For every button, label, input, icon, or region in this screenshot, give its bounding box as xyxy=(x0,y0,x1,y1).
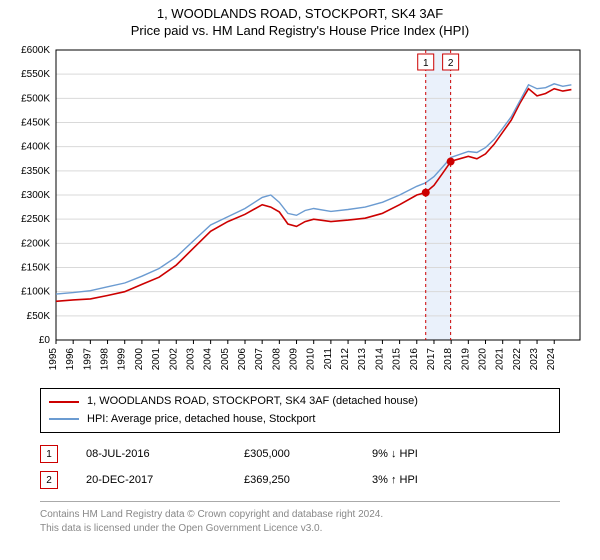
svg-text:2022: 2022 xyxy=(512,348,523,371)
svg-text:2005: 2005 xyxy=(220,348,231,371)
legend-label-property: 1, WOODLANDS ROAD, STOCKPORT, SK4 3AF (d… xyxy=(87,393,418,411)
svg-text:£250K: £250K xyxy=(21,214,50,225)
svg-text:2000: 2000 xyxy=(134,348,145,371)
sale-row-1: 1 08-JUL-2016 £305,000 9% ↓ HPI xyxy=(40,441,560,467)
svg-text:2004: 2004 xyxy=(203,348,214,371)
svg-text:1: 1 xyxy=(423,58,429,69)
svg-text:£550K: £550K xyxy=(21,69,50,80)
svg-text:2007: 2007 xyxy=(254,348,265,371)
svg-text:2018: 2018 xyxy=(443,348,454,371)
sale-price-2: £369,250 xyxy=(244,474,344,486)
svg-text:2: 2 xyxy=(448,58,454,69)
legend: 1, WOODLANDS ROAD, STOCKPORT, SK4 3AF (d… xyxy=(40,388,560,433)
legend-swatch-property xyxy=(49,401,79,403)
svg-text:2002: 2002 xyxy=(168,348,179,371)
svg-text:£200K: £200K xyxy=(21,238,50,249)
footer-line1: Contains HM Land Registry data © Crown c… xyxy=(40,508,560,522)
svg-text:1998: 1998 xyxy=(100,348,111,371)
svg-text:2021: 2021 xyxy=(495,348,506,371)
title-block: 1, WOODLANDS ROAD, STOCKPORT, SK4 3AF Pr… xyxy=(0,0,600,38)
sale-price-1: £305,000 xyxy=(244,448,344,460)
svg-text:£500K: £500K xyxy=(21,93,50,104)
svg-text:2003: 2003 xyxy=(185,348,196,371)
svg-text:2010: 2010 xyxy=(306,348,317,371)
sale-marker-2: 2 xyxy=(40,471,58,489)
svg-text:1999: 1999 xyxy=(117,348,128,371)
sales-table: 1 08-JUL-2016 £305,000 9% ↓ HPI 2 20-DEC… xyxy=(40,441,560,493)
svg-text:£0: £0 xyxy=(39,335,51,346)
svg-text:2001: 2001 xyxy=(151,348,162,371)
line-chart-svg: £0 £50K £100K £150K £200K £250K £300K £350K £400… xyxy=(10,44,590,384)
sale-marker-1: 1 xyxy=(40,445,58,463)
svg-text:£50K: £50K xyxy=(27,311,51,322)
title-address: 1, WOODLANDS ROAD, STOCKPORT, SK4 3AF xyxy=(0,6,600,21)
title-subtitle: Price paid vs. HM Land Registry's House … xyxy=(0,23,600,38)
sale-diff-1: 9% ↓ HPI xyxy=(372,448,472,460)
svg-text:2017: 2017 xyxy=(426,348,437,371)
svg-text:£300K: £300K xyxy=(21,190,50,201)
chart-container: 1, WOODLANDS ROAD, STOCKPORT, SK4 3AF Pr… xyxy=(0,0,600,536)
svg-text:2014: 2014 xyxy=(374,348,385,371)
sale-row-2: 2 20-DEC-2017 £369,250 3% ↑ HPI xyxy=(40,467,560,493)
svg-text:2009: 2009 xyxy=(289,348,300,371)
svg-text:1996: 1996 xyxy=(65,348,76,371)
svg-text:£600K: £600K xyxy=(21,45,50,56)
svg-text:2006: 2006 xyxy=(237,348,248,371)
svg-text:£150K: £150K xyxy=(21,263,50,274)
svg-text:1997: 1997 xyxy=(82,348,93,371)
svg-text:2024: 2024 xyxy=(546,348,557,371)
sale-date-1: 08-JUL-2016 xyxy=(86,448,216,460)
svg-text:2016: 2016 xyxy=(409,348,420,371)
svg-text:£400K: £400K xyxy=(21,142,50,153)
svg-text:2008: 2008 xyxy=(271,348,282,371)
svg-text:2013: 2013 xyxy=(357,348,368,371)
legend-item-property: 1, WOODLANDS ROAD, STOCKPORT, SK4 3AF (d… xyxy=(49,393,551,411)
svg-text:£100K: £100K xyxy=(21,287,50,298)
svg-text:£350K: £350K xyxy=(21,166,50,177)
chart-area: £0 £50K £100K £150K £200K £250K £300K £350K £400… xyxy=(10,44,590,384)
legend-label-hpi: HPI: Average price, detached house, Stoc… xyxy=(87,411,316,429)
svg-text:2015: 2015 xyxy=(392,348,403,371)
legend-item-hpi: HPI: Average price, detached house, Stoc… xyxy=(49,411,551,429)
svg-text:2023: 2023 xyxy=(529,348,540,371)
footer: Contains HM Land Registry data © Crown c… xyxy=(40,501,560,536)
footer-line2: This data is licensed under the Open Gov… xyxy=(40,522,560,536)
svg-text:2019: 2019 xyxy=(460,348,471,371)
legend-swatch-hpi xyxy=(49,418,79,420)
svg-text:2011: 2011 xyxy=(323,348,334,370)
svg-text:2012: 2012 xyxy=(340,348,351,371)
sale-diff-2: 3% ↑ HPI xyxy=(372,474,472,486)
sale-date-2: 20-DEC-2017 xyxy=(86,474,216,486)
svg-text:2020: 2020 xyxy=(478,348,489,371)
svg-text:1995: 1995 xyxy=(48,348,59,371)
svg-text:£450K: £450K xyxy=(21,118,50,129)
